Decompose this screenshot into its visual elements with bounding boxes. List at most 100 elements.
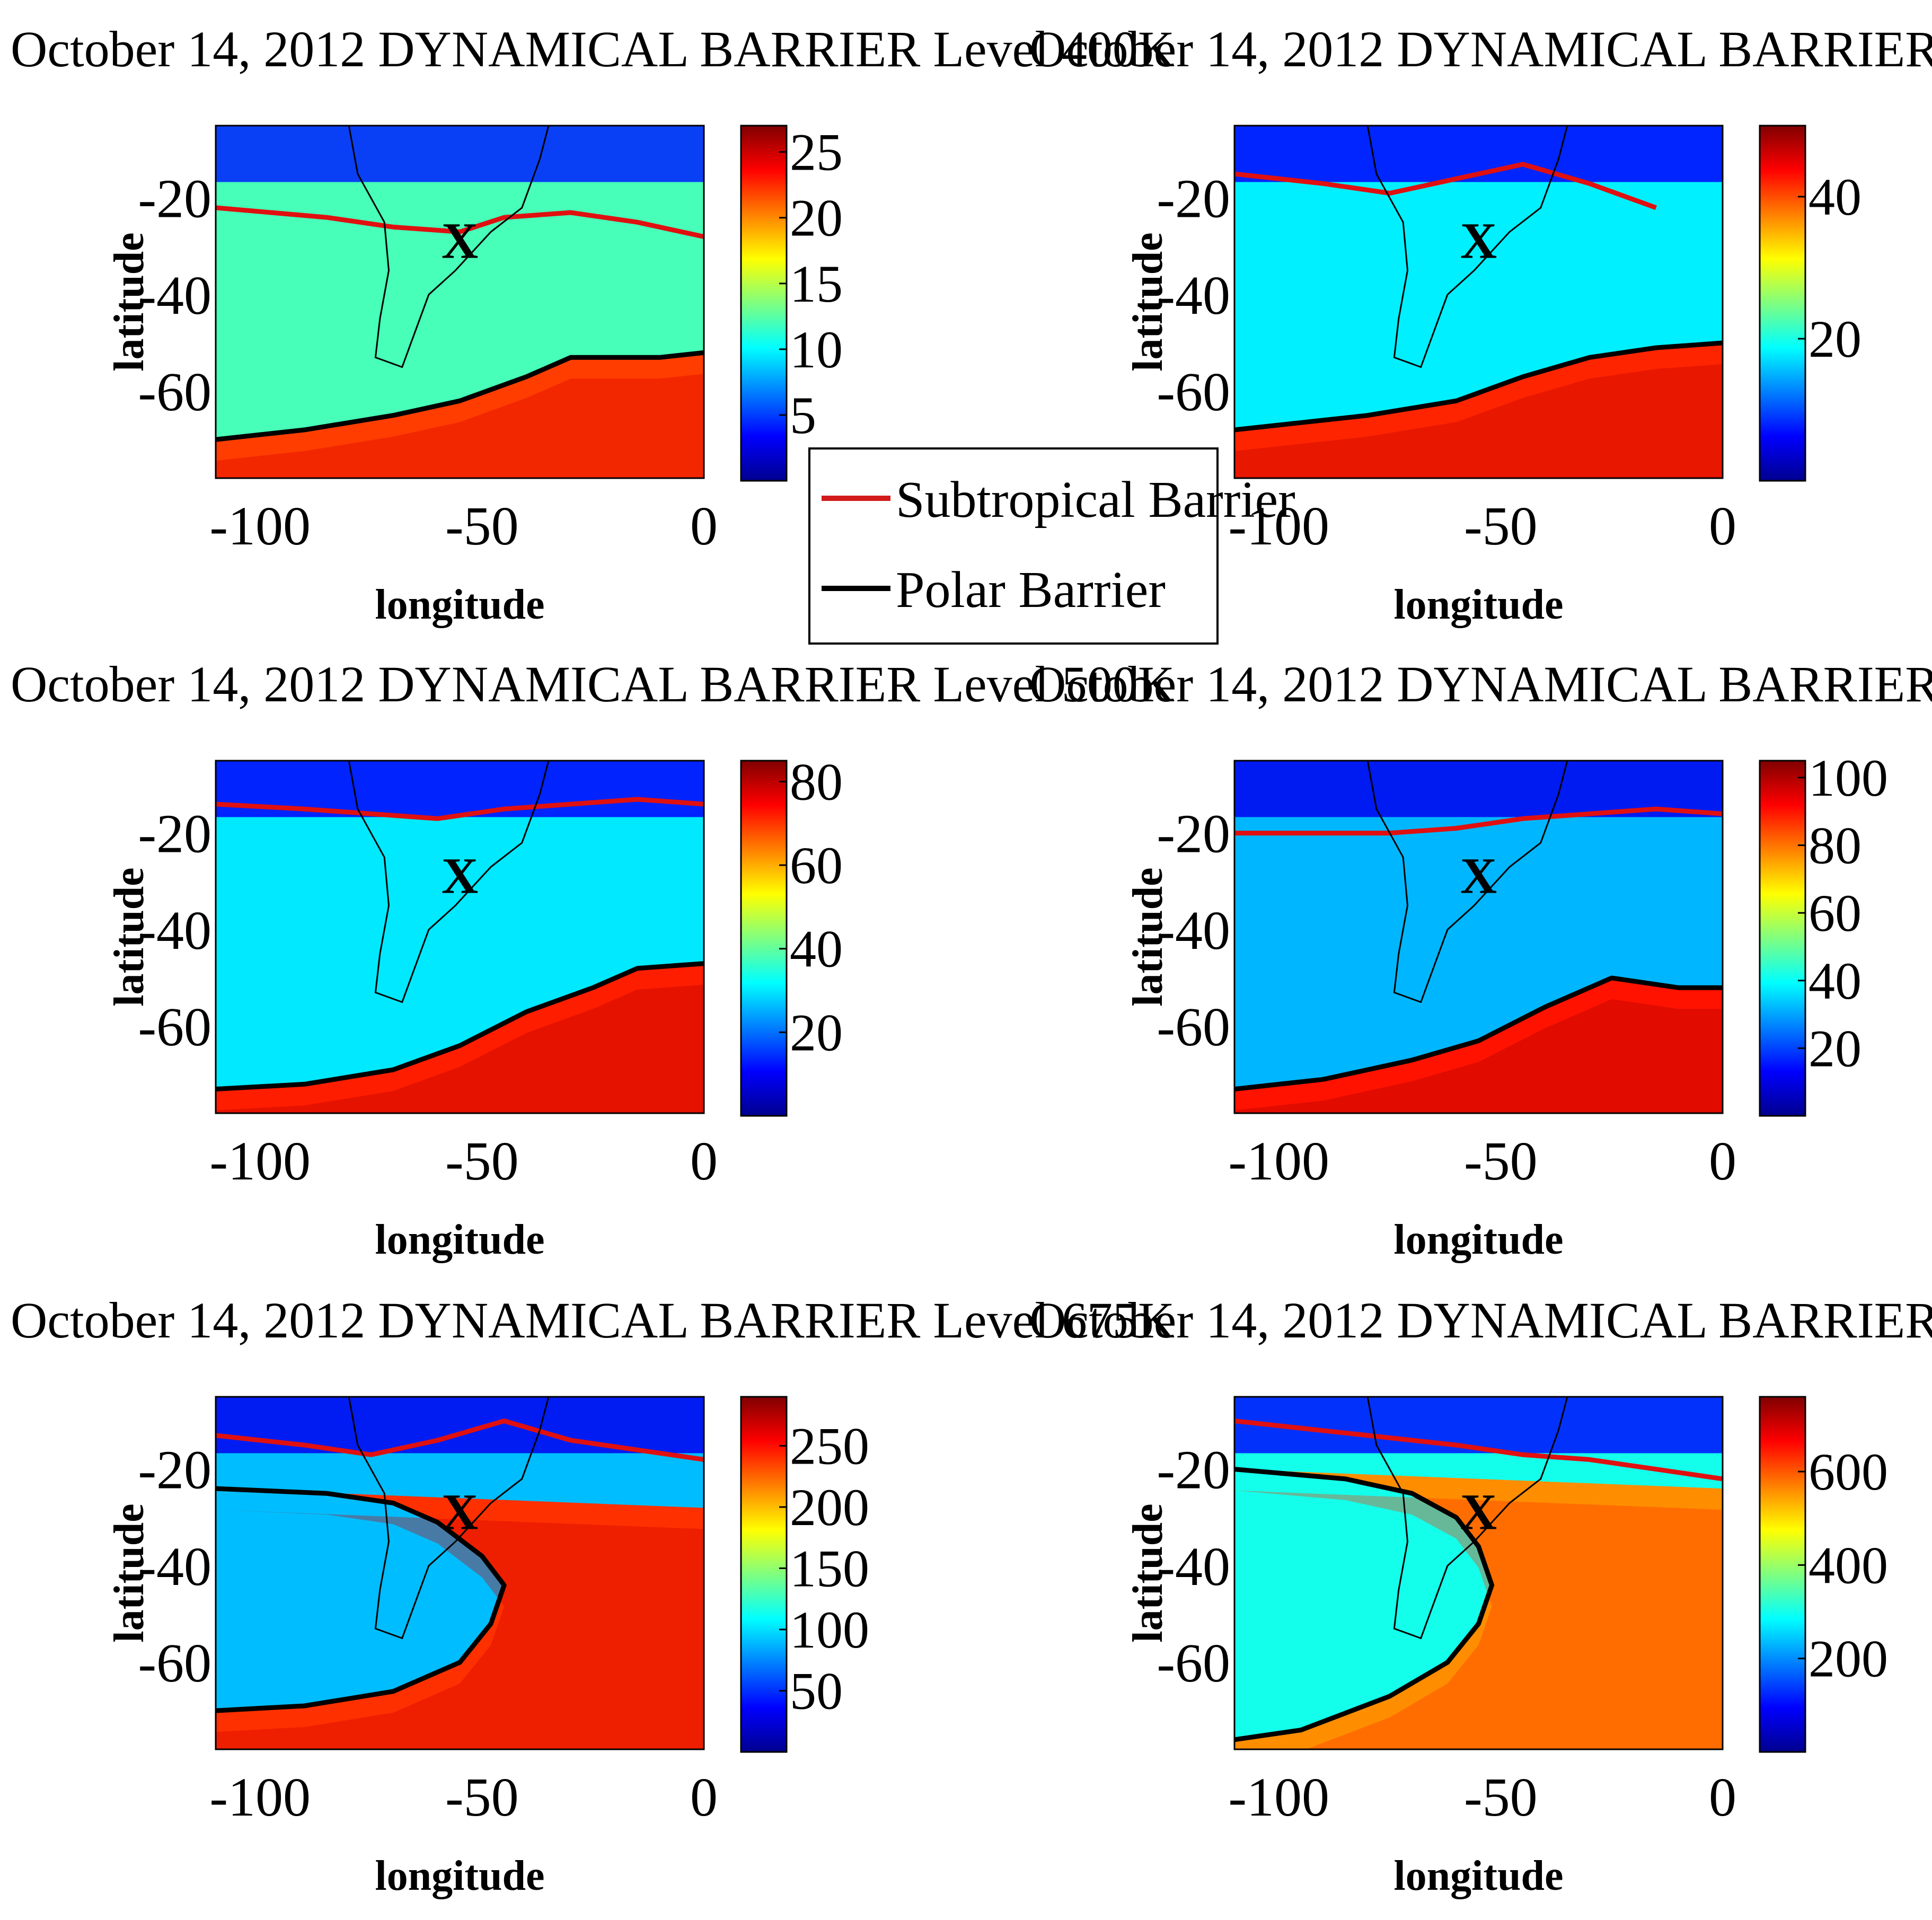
polar-region [216, 963, 704, 1113]
coastline [348, 761, 550, 1003]
colorbar [1759, 125, 1806, 482]
x-axis-label: longitude [375, 582, 544, 628]
heatmap-area: X [216, 126, 704, 478]
polar-region-core [1234, 999, 1723, 1113]
panel-title: October 14, 2012 DYNAMICAL BARRIER Level… [1029, 1292, 1932, 1349]
x-tick-label: 0 [1709, 1767, 1736, 1828]
colorbar-tick-label: 15 [790, 254, 843, 313]
plot-frame [215, 760, 705, 1114]
polar-barrier-line [216, 350, 704, 442]
x-axis-label: longitude [375, 1853, 544, 1899]
x-tick-label: 0 [690, 1767, 718, 1828]
colorbar-tick-label: 20 [1809, 1019, 1862, 1078]
polar-region-core [1234, 1490, 1723, 1749]
coastline [1366, 126, 1568, 368]
x-axis-label: longitude [1393, 1217, 1563, 1263]
heatmap-area: X [216, 761, 704, 1113]
field-upper-band [1234, 1397, 1723, 1454]
colorbar-tick-label: 60 [790, 836, 843, 895]
plot-frame [215, 125, 705, 479]
panel-title: October 14, 2012 DYNAMICAL BARRIER Level… [1029, 21, 1932, 77]
x-tick-label: -50 [1464, 1767, 1538, 1828]
panel-400K: October 14, 2012 DYNAMICAL BARRIER Level… [11, 21, 1175, 628]
coastline [348, 1397, 550, 1640]
y-tick-label: -20 [1157, 169, 1230, 230]
heatmap-area: X [1234, 126, 1723, 478]
colorbar-tick-label: 100 [1809, 748, 1888, 807]
panel-title: October 14, 2012 DYNAMICAL BARRIER Level… [1029, 656, 1932, 712]
x-tick-label: -100 [1228, 1131, 1329, 1192]
colorbar-tick-label: 25 [790, 123, 843, 182]
panel-525K: October 14, 2012 DYNAMICAL BARRIER Level… [1029, 656, 1932, 1263]
y-tick-label: -20 [138, 1440, 211, 1501]
x-tick-label: -100 [1228, 496, 1329, 557]
polar-barrier-line [1234, 975, 1723, 1091]
y-axis-label: latitude [106, 867, 153, 1006]
x-axis-label: longitude [375, 1217, 544, 1263]
legend-subtropical-label: Subtropical Barrier [896, 471, 1295, 529]
colorbar-tick-label: 80 [790, 752, 843, 811]
x-axis-label: longitude [1393, 582, 1563, 628]
x-tick-label: 0 [1709, 496, 1736, 557]
panel-450K: October 14, 2012 DYNAMICAL BARRIER Level… [1029, 21, 1932, 628]
y-tick-label: -40 [1157, 265, 1230, 326]
y-axis-label: latitude [1125, 232, 1171, 371]
panel-675K: October 14, 2012 DYNAMICAL BARRIER Level… [11, 1292, 1175, 1899]
x-tick-label: -100 [209, 496, 311, 557]
subtropical-barrier-line [216, 1419, 704, 1462]
colorbar [1759, 1396, 1806, 1753]
colorbar-tick-label: 80 [1809, 816, 1862, 875]
polar-region-core [216, 374, 704, 478]
colorbar [740, 1396, 788, 1753]
location-marker: X [1460, 848, 1497, 904]
colorbar-tick-label: 20 [1809, 310, 1862, 368]
heatmap-area: X [216, 1397, 704, 1749]
x-tick-label: -50 [445, 1131, 519, 1192]
panel-title: October 14, 2012 DYNAMICAL BARRIER Level… [11, 656, 1175, 712]
y-tick-label: -60 [1157, 1633, 1230, 1694]
y-tick-label: -60 [138, 1633, 211, 1694]
panel-850K: October 14, 2012 DYNAMICAL BARRIER Level… [1029, 1292, 1932, 1899]
polar-barrier-line [216, 961, 704, 1091]
coastline [1366, 761, 1568, 1003]
x-tick-label: 0 [690, 496, 718, 557]
polar-region [216, 353, 704, 478]
plot-frame [1233, 1396, 1724, 1750]
y-tick-label: -60 [1157, 997, 1230, 1058]
location-marker: X [1460, 1484, 1497, 1540]
y-axis-label: latitude [106, 1503, 153, 1642]
colorbar [1759, 760, 1806, 1117]
y-tick-label: -40 [138, 900, 211, 961]
subtropical-barrier-line [216, 205, 704, 239]
y-tick-label: -40 [138, 1536, 211, 1597]
legend-polar-label: Polar Barrier [896, 561, 1166, 619]
panel-title: October 14, 2012 DYNAMICAL BARRIER Level… [11, 1292, 1175, 1349]
colorbar-tick-label: 60 [1809, 884, 1862, 943]
colorbar-tick-label: 250 [790, 1416, 869, 1475]
colorbar [740, 125, 788, 482]
colorbar-tick-label: 20 [790, 1003, 843, 1062]
colorbar-tick-label: 20 [790, 189, 843, 248]
x-tick-label: -100 [209, 1131, 311, 1192]
y-tick-label: -20 [138, 804, 211, 865]
y-axis-label: latitude [1125, 1503, 1171, 1642]
y-axis-label: latitude [106, 232, 153, 371]
subtropical-barrier-line [216, 797, 704, 821]
subtropical-barrier-line [1234, 806, 1723, 836]
colorbar-tick-label: 5 [790, 386, 816, 445]
colorbar-tick-label: 400 [1809, 1536, 1888, 1595]
colorbar-tick-label: 150 [790, 1539, 869, 1598]
heatmap-area: X [1234, 761, 1723, 1113]
plot-frame [1233, 760, 1724, 1114]
plot-frame [1233, 125, 1724, 479]
x-tick-label: -50 [1464, 1131, 1538, 1192]
x-tick-label: 0 [690, 1131, 718, 1192]
y-tick-label: -60 [138, 997, 211, 1058]
y-tick-label: -20 [138, 169, 211, 230]
coastline [1366, 1397, 1568, 1640]
legend: Subtropical Barrier Polar Barrier [808, 447, 1295, 645]
y-axis-label: latitude [1125, 867, 1171, 1006]
polar-barrier-line [1234, 340, 1723, 433]
location-marker: X [442, 213, 478, 269]
y-tick-label: -20 [1157, 1440, 1230, 1501]
